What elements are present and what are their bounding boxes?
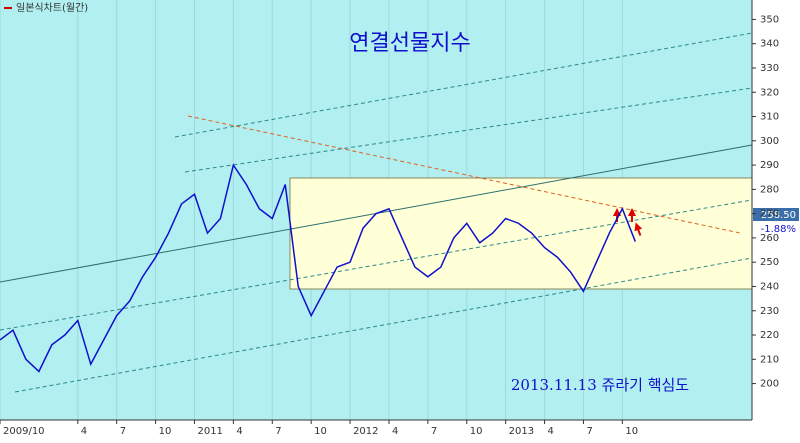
y-tick-label: 270	[760, 209, 779, 220]
y-tick-label: 330	[760, 63, 779, 74]
chart-title: 연결선물지수	[349, 31, 470, 56]
price-badge	[753, 208, 799, 221]
arrow	[613, 208, 621, 222]
axis-panel	[0, 420, 752, 439]
channel-line	[184, 87, 753, 173]
x-tick-label: 4	[236, 426, 242, 437]
x-tick-label: 10	[314, 426, 327, 437]
x-tick-label: 7	[275, 426, 281, 437]
annotation: 2013.11.13 쥬라기 핵심도	[511, 376, 689, 394]
x-tick-label: 2011	[197, 426, 222, 437]
arrows	[613, 208, 643, 236]
x-tick-label: 4	[392, 426, 398, 437]
y-tick-label: 250	[760, 257, 779, 268]
y-tick-label: 290	[760, 160, 779, 171]
x-tick-label: 2013	[509, 426, 534, 437]
chart-kind-label: 일본식차트(월간)	[16, 2, 88, 14]
y-tick-label: 240	[760, 281, 779, 292]
x-tick-label: 7	[586, 426, 592, 437]
price-line	[0, 163, 637, 373]
x-tick-label: 10	[625, 426, 638, 437]
arrow	[628, 208, 636, 222]
y-tick-label: 210	[760, 354, 779, 365]
y-tick-label: 220	[760, 330, 779, 341]
x-tick-label: 10	[159, 426, 172, 437]
y-tick-label: 310	[760, 112, 779, 123]
last-value-label: 258.50	[761, 210, 796, 221]
y-tick-label: 340	[760, 39, 779, 50]
channel-line	[14, 257, 753, 393]
x-tick-label: 2009/10	[3, 426, 45, 437]
x-tick-label: 7	[120, 426, 126, 437]
y-tick-label: 350	[760, 14, 779, 25]
y-tick-label: 320	[760, 87, 779, 98]
x-tick-label: 7	[431, 426, 437, 437]
x-tick-label: 4	[548, 426, 554, 437]
arrow	[634, 222, 643, 236]
y-tick-label: 280	[760, 184, 779, 195]
resistance-line	[187, 115, 741, 234]
range-box	[289, 177, 753, 290]
y-tick-label: 300	[760, 136, 779, 147]
y-tick-label: 200	[760, 379, 779, 390]
change-label: -1.88%	[761, 224, 796, 235]
x-tick-label: 2012	[353, 426, 378, 437]
y-tick-label: 260	[760, 233, 779, 244]
x-tick-label: 10	[470, 426, 483, 437]
channel-line	[0, 199, 753, 331]
y-tick-label: 230	[760, 306, 779, 317]
x-tick-label: 4	[81, 426, 87, 437]
